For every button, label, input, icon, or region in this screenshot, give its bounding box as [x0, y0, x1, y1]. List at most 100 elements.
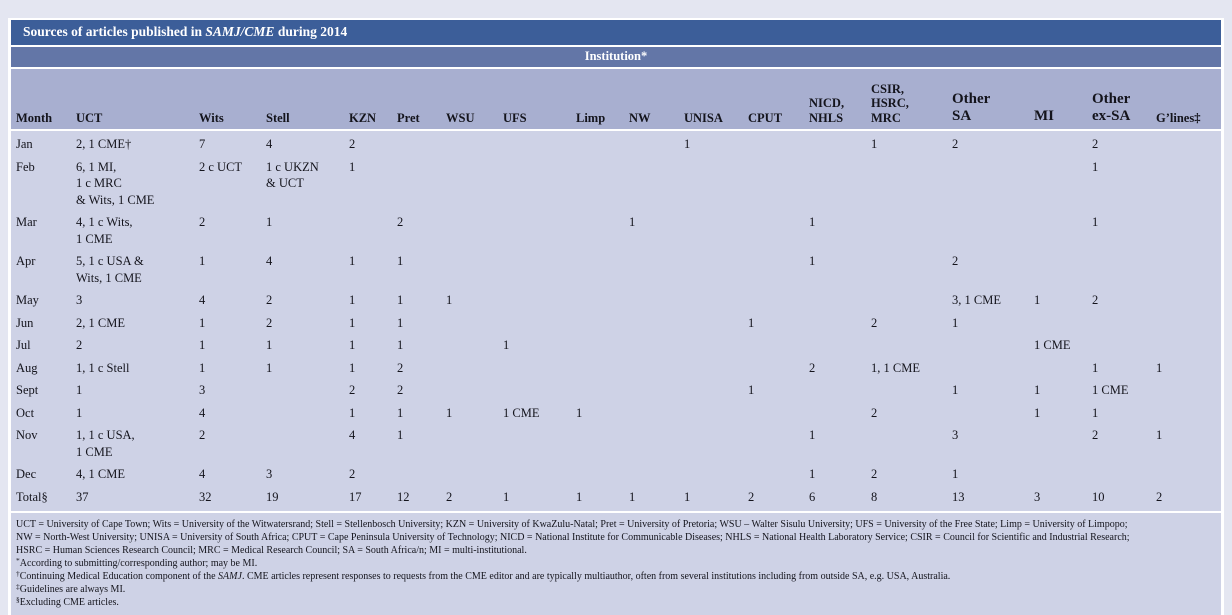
- abbreviation-line: NW = North-West University; UNISA = Univ…: [16, 532, 1130, 544]
- table-row: Jul 2 1 1 1 1 1 1 CME: [16, 334, 1221, 357]
- column-header: Other ex-SA: [1092, 90, 1131, 124]
- count-cell: 1: [349, 159, 356, 174]
- count-cell: 1: [1034, 383, 1041, 398]
- count-cell: 37: [76, 489, 89, 504]
- table-row: Aug 1, 1 c Stell 1 1 1 2 2 1, 1 CME 1 1: [16, 357, 1221, 380]
- count-cell: 1: [629, 489, 636, 504]
- count-cell: 1 CME: [1092, 383, 1129, 398]
- column-header: UFS: [503, 110, 527, 125]
- count-cell: 2: [199, 428, 206, 443]
- count-cell: 2: [266, 315, 273, 330]
- month-cell: Feb: [16, 159, 35, 174]
- month-cell: Aug: [16, 360, 38, 375]
- count-cell: 1: [809, 254, 816, 269]
- count-cell: 1: [952, 315, 959, 330]
- count-cell: 1: [446, 293, 453, 308]
- count-cell: 1 CME: [1034, 338, 1071, 353]
- count-cell: 2 c UCT: [199, 159, 243, 174]
- column-header: NICD, NHLS: [809, 96, 845, 125]
- table-row: Mar 4, 1 c Wits, 1 CME 2 1 2 1 1 1: [16, 211, 1221, 250]
- count-cell: 1: [503, 338, 510, 353]
- count-cell: 3: [266, 467, 273, 482]
- abbreviation-line: UCT = University of Cape Town; Wits = Un…: [16, 519, 1128, 531]
- month-cell: Dec: [16, 467, 37, 482]
- column-header: CSIR, HSRC, MRC: [871, 82, 909, 125]
- count-cell: 19: [266, 489, 279, 504]
- month-cell: Jun: [16, 315, 34, 330]
- count-cell: 1: [76, 405, 83, 420]
- count-cell: 1: [349, 338, 356, 353]
- column-header: UNISA: [684, 110, 723, 125]
- table-row: Jan 2, 1 CME† 7 4 2 1 1 2 2: [16, 133, 1221, 156]
- count-cell: 1: [199, 254, 206, 269]
- month-cell: May: [16, 293, 39, 308]
- count-cell: 2: [809, 360, 816, 375]
- count-cell: 2: [349, 383, 356, 398]
- count-cell: 1: [809, 428, 816, 443]
- table-row: Nov 1, 1 c USA, 1 CME 2 4 1 1 3 2 1: [16, 424, 1221, 463]
- count-cell: 4: [199, 467, 206, 482]
- count-cell: 1: [952, 383, 959, 398]
- count-cell: 1: [684, 489, 691, 504]
- count-cell: 1: [446, 405, 453, 420]
- count-cell: 1, 1 c USA, 1 CME: [76, 428, 135, 459]
- count-cell: 13: [952, 489, 965, 504]
- footnote-line: †Continuing Medical Education component …: [16, 569, 951, 583]
- count-cell: 1: [1092, 159, 1099, 174]
- count-cell: 2: [397, 383, 404, 398]
- column-header: Month: [16, 110, 53, 125]
- count-cell: 6: [809, 489, 816, 504]
- count-cell: 1: [629, 215, 636, 230]
- table-row: Apr 5, 1 c USA & Wits, 1 CME 1 4 1 1 1 2: [16, 250, 1221, 289]
- count-cell: 4: [199, 293, 206, 308]
- count-cell: 2: [446, 489, 453, 504]
- column-header: Pret: [397, 110, 420, 125]
- count-cell: 1: [199, 315, 206, 330]
- count-cell: 1: [349, 360, 356, 375]
- column-header: CPUT: [748, 110, 783, 125]
- count-cell: 12: [397, 489, 410, 504]
- count-cell: 6, 1 MI, 1 c MRC & Wits, 1 CME: [76, 159, 155, 207]
- count-cell: 1: [684, 137, 691, 152]
- count-cell: 2: [871, 315, 878, 330]
- count-cell: 1: [871, 137, 878, 152]
- month-cell: Nov: [16, 428, 38, 443]
- table-title-prefix: Sources of articles published in: [23, 24, 206, 39]
- count-cell: 2: [1092, 137, 1099, 152]
- column-header: Stell: [266, 110, 290, 125]
- table-title-suffix: during 2014: [274, 24, 348, 39]
- count-cell: 2: [748, 489, 755, 504]
- count-cell: 8: [871, 489, 878, 504]
- count-cell: 1: [1156, 360, 1163, 375]
- count-cell: 4, 1 CME: [76, 467, 125, 482]
- count-cell: 1: [1092, 360, 1099, 375]
- article-sources-table: Sources of articles published in SAMJ/CM…: [8, 18, 1224, 615]
- table-row: May 3 4 2 1 1 1 3, 1 CME 1 2: [16, 289, 1221, 312]
- month-cell: Sept: [16, 383, 39, 398]
- count-cell: 3: [952, 428, 959, 443]
- column-header: KZN: [349, 110, 377, 125]
- column-header: MI: [1034, 107, 1054, 124]
- column-header: UCT: [76, 110, 103, 125]
- count-cell: 2: [871, 467, 878, 482]
- table-row: Jun 2, 1 CME 1 2 1 1 1 2 1: [16, 312, 1221, 335]
- month-cell: Jul: [16, 338, 31, 353]
- abbreviation-line: HSRC = Human Sciences Research Council; …: [16, 545, 527, 557]
- count-cell: 2: [199, 215, 206, 230]
- count-cell: 3, 1 CME: [952, 293, 1001, 308]
- table-body: Jan 2, 1 CME† 7 4 2 1 1 2 2 Feb 6, 1 MI, 1 c MRC &…: [11, 131, 1221, 512]
- count-cell: 1: [397, 428, 404, 443]
- count-cell: 2: [397, 215, 404, 230]
- institution-label: Institution*: [584, 49, 648, 64]
- count-cell: 2, 1 CME: [76, 315, 125, 330]
- count-cell: 1: [397, 338, 404, 353]
- count-cell: 1: [1034, 405, 1041, 420]
- table-row: Dec 4, 1 CME 4 3 2 1 2 1: [16, 463, 1221, 486]
- count-cell: 1: [349, 405, 356, 420]
- count-cell: 1: [349, 254, 356, 269]
- count-cell: 1: [76, 383, 83, 398]
- count-cell: 1: [397, 315, 404, 330]
- count-cell: 1, 1 CME: [871, 360, 920, 375]
- count-cell: 2, 1 CME†: [76, 137, 132, 152]
